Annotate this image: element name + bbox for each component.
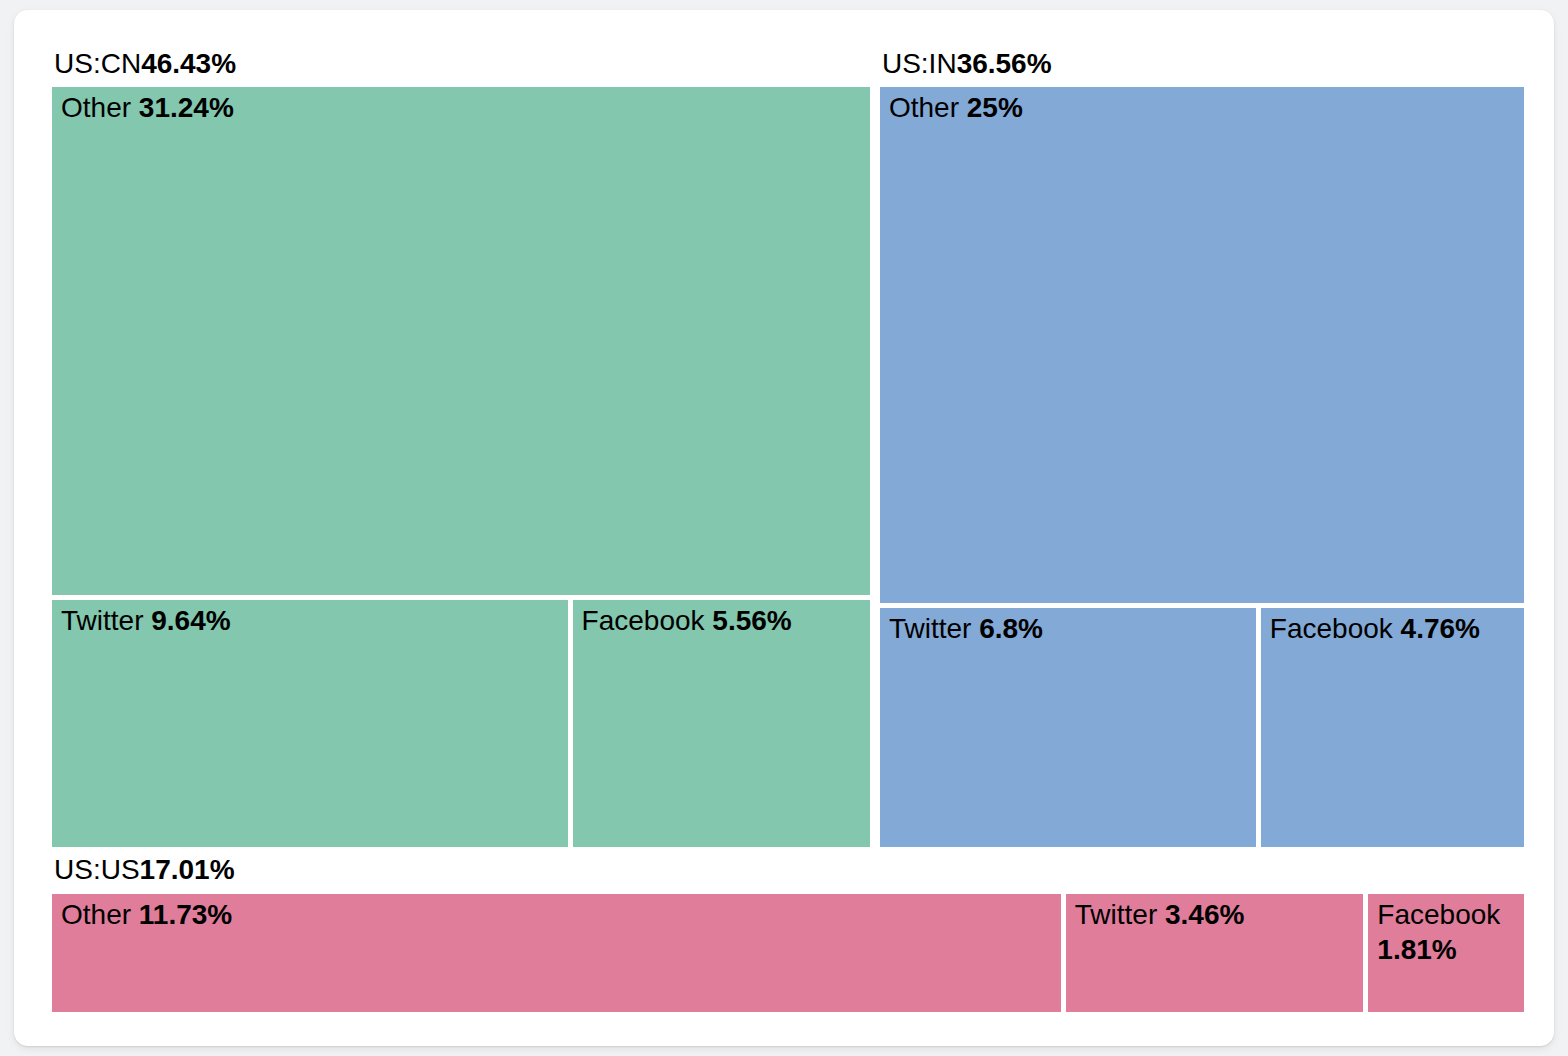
label-text: Other: [61, 899, 131, 930]
label-text: Facebook: [1377, 899, 1500, 930]
value-text: 46.43%: [141, 47, 236, 81]
value-text: 11.73%: [139, 899, 232, 930]
value-text: 6.8%: [979, 613, 1043, 644]
label-text: Facebook: [582, 605, 705, 636]
group-label-us-us: US:US 17.01%: [52, 847, 1524, 894]
value-text: 1.81%: [1377, 934, 1456, 965]
value-text: 3.46%: [1165, 899, 1244, 930]
treemap-cell-us-us-other[interactable]: Other 11.73%: [52, 894, 1061, 1012]
value-text: 9.64%: [151, 605, 230, 636]
label-text: Twitter: [61, 605, 143, 636]
treemap-cell-us-in-twitter[interactable]: Twitter 6.8%: [880, 608, 1256, 847]
chart-card: US:CN 46.43%Other 31.24%Twitter 9.64%Fac…: [14, 10, 1554, 1046]
label-text: US:IN: [882, 47, 957, 81]
label-text: Facebook: [1270, 613, 1393, 644]
treemap-cell-us-cn-twitter[interactable]: Twitter 9.64%: [52, 600, 568, 847]
group-label-us-cn: US:CN 46.43%: [52, 40, 870, 87]
label-text: Twitter: [1075, 899, 1157, 930]
treemap-cell-us-cn-facebook[interactable]: Facebook 5.56%: [573, 600, 870, 847]
value-text: 31.24%: [139, 92, 234, 123]
label-text: Other: [61, 92, 131, 123]
treemap-cell-us-in-facebook[interactable]: Facebook 4.76%: [1261, 608, 1524, 847]
value-text: 4.76%: [1401, 613, 1480, 644]
label-text: US:US: [54, 853, 140, 887]
treemap-cell-us-us-facebook[interactable]: Facebook 1.81%: [1368, 894, 1524, 1012]
value-text: 17.01%: [140, 853, 235, 887]
group-label-us-in: US:IN 36.56%: [880, 40, 1524, 87]
treemap-cell-us-in-other[interactable]: Other 25%: [880, 87, 1524, 603]
value-text: 5.56%: [712, 605, 791, 636]
treemap: US:CN 46.43%Other 31.24%Twitter 9.64%Fac…: [52, 40, 1524, 1012]
label-text: US:CN: [54, 47, 141, 81]
value-text: 25%: [967, 92, 1023, 123]
value-text: 36.56%: [957, 47, 1052, 81]
treemap-cell-us-cn-other[interactable]: Other 31.24%: [52, 87, 870, 595]
treemap-cell-us-us-twitter[interactable]: Twitter 3.46%: [1066, 894, 1364, 1012]
label-text: Twitter: [889, 613, 971, 644]
label-text: Other: [889, 92, 959, 123]
